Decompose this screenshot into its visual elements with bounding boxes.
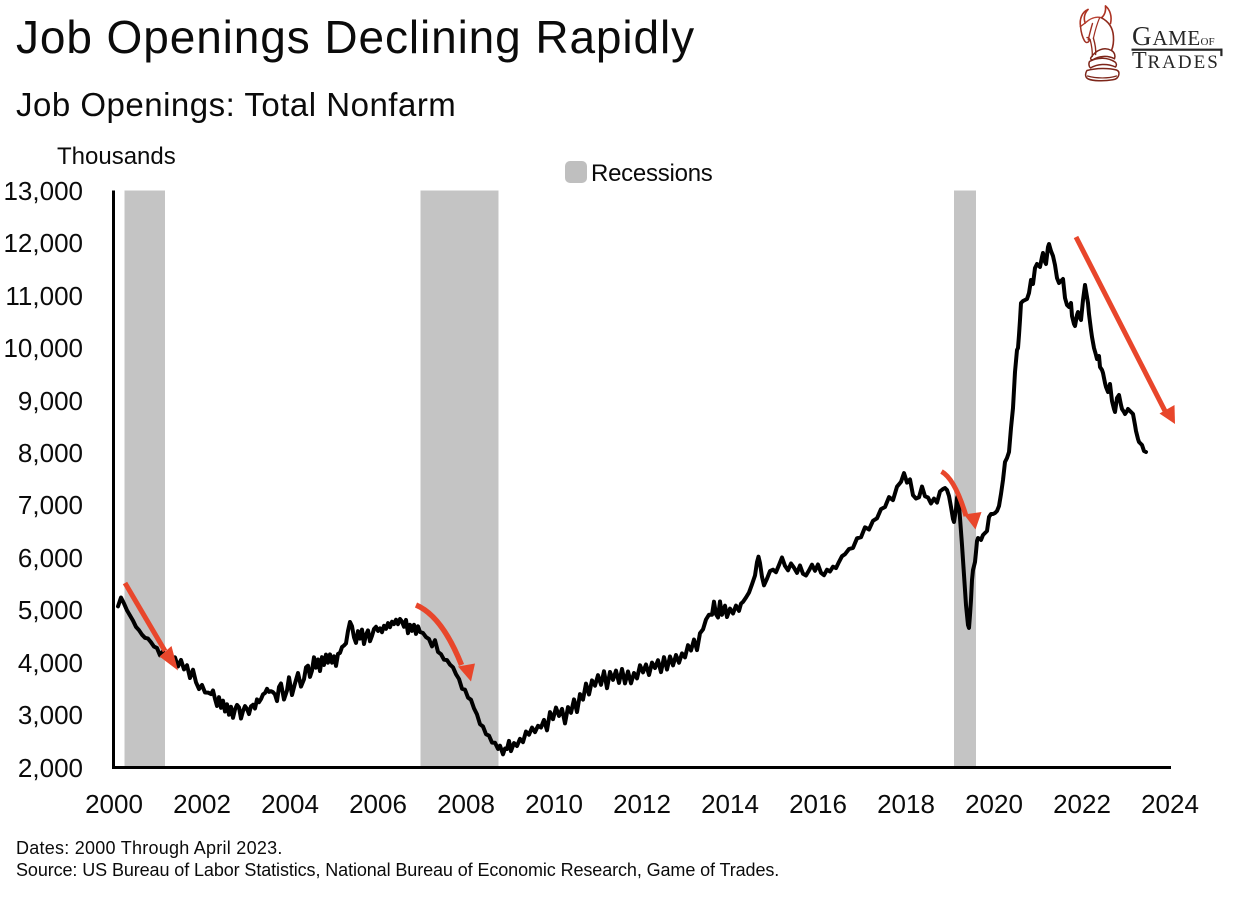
svg-text:OF: OF xyxy=(1201,36,1215,48)
svg-text:T: T xyxy=(1132,48,1147,74)
svg-text:G: G xyxy=(1132,21,1152,51)
svg-text:AME: AME xyxy=(1153,26,1201,50)
svg-text:RADES: RADES xyxy=(1148,52,1220,73)
